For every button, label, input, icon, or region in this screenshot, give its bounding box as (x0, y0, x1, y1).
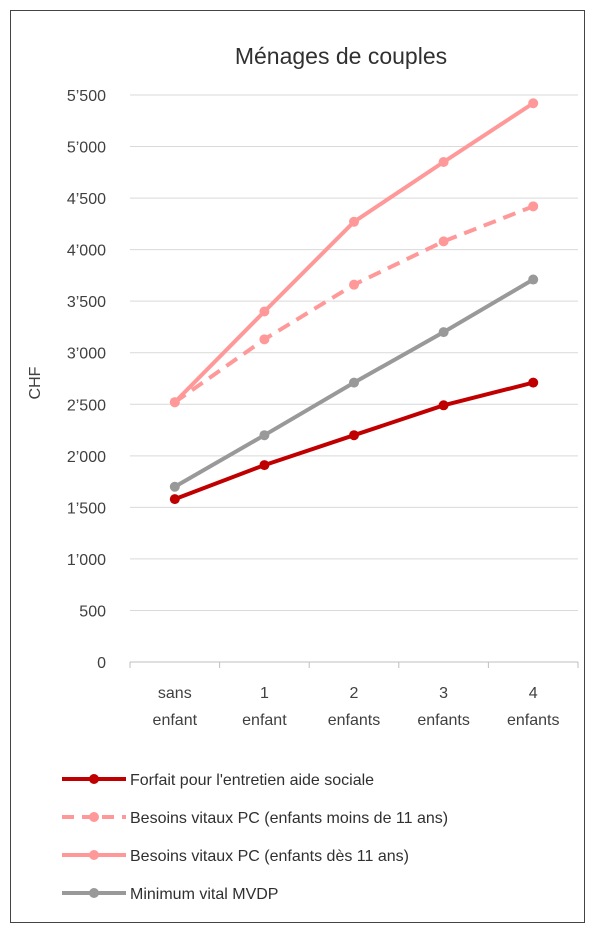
y-tick-label: 4’500 (67, 191, 106, 208)
data-point (259, 430, 270, 441)
series-0 (169, 377, 539, 505)
series-1 (169, 201, 539, 408)
y-tick-label: 2’000 (67, 449, 106, 466)
legend-item: Besoins vitaux PC (enfants moins de 11 a… (62, 810, 448, 827)
data-point (528, 98, 539, 109)
chart-title: Ménages de couples (235, 43, 447, 69)
legend-label: Forfait pour l'entretien aide sociale (130, 772, 374, 789)
y-tick-label: 1’500 (67, 500, 106, 517)
x-tick-label: enfant (153, 712, 198, 729)
legend-label: Besoins vitaux PC (enfants dès 11 ans) (130, 848, 409, 865)
legend: Forfait pour l'entretien aide sociale Bes… (62, 772, 448, 903)
series-3 (169, 274, 539, 492)
x-tick-label: enfants (507, 712, 559, 729)
legend-item: Forfait pour l'entretien aide sociale (62, 772, 374, 789)
data-point (259, 334, 270, 345)
x-axis: sans enfant 1 enfant 2 enfants 3 enfants 4 enfant… (129, 661, 579, 729)
data-point (438, 400, 449, 411)
data-point (259, 306, 270, 317)
y-tick-label: 500 (79, 603, 106, 620)
data-point (169, 481, 180, 492)
data-point (528, 201, 539, 212)
y-tick-label: 0 (97, 655, 106, 672)
x-tick-label: sans (158, 685, 192, 702)
legend-marker (89, 850, 99, 860)
x-tick-label: 3 (439, 685, 448, 702)
data-point (349, 279, 359, 290)
x-tick-label: enfants (328, 712, 380, 729)
y-tick-label: 3’500 (67, 294, 106, 311)
y-tick-label: 5’000 (67, 140, 106, 157)
y-axis-ticks: 0 500 1’000 1’500 2’000 2’500 3’000 3’500 4’000 4… (67, 88, 106, 672)
x-tick-label: 1 (260, 685, 269, 702)
y-tick-label: 3’000 (67, 346, 106, 363)
gridlines (130, 94, 578, 611)
legend-marker (89, 774, 99, 784)
y-tick-label: 4’000 (67, 243, 106, 260)
y-axis-label: CHF (27, 366, 44, 399)
series-line (174, 380, 534, 501)
legend-label: Minimum vital MVDP (130, 886, 278, 903)
y-tick-label: 2’500 (67, 397, 106, 414)
series-line (173, 101, 535, 404)
legend-marker (89, 888, 99, 898)
data-point (528, 274, 539, 285)
series-line (173, 204, 534, 404)
legend-label: Besoins vitaux PC (enfants moins de 11 a… (130, 810, 448, 827)
data-point (259, 460, 270, 471)
data-point (528, 377, 539, 388)
x-tick-label: 2 (350, 685, 359, 702)
data-point (169, 397, 180, 408)
data-point (349, 377, 359, 388)
data-point (349, 430, 359, 441)
data-point (438, 157, 449, 168)
chart-frame (10, 10, 585, 923)
x-tick-label: enfant (242, 712, 287, 729)
legend-marker (89, 812, 99, 822)
legend-item: Minimum vital MVDP (62, 886, 278, 903)
data-point (438, 236, 449, 247)
x-tick-label: enfants (417, 712, 469, 729)
data-point (349, 216, 359, 227)
data-point (169, 494, 180, 505)
data-point (438, 327, 449, 338)
series-lines (169, 98, 539, 505)
series-2 (169, 98, 539, 408)
x-tick-label: 4 (529, 685, 538, 702)
y-tick-label: 1’000 (67, 552, 106, 569)
y-tick-label: 5’500 (67, 88, 106, 105)
legend-item: Besoins vitaux PC (enfants dès 11 ans) (62, 848, 409, 865)
